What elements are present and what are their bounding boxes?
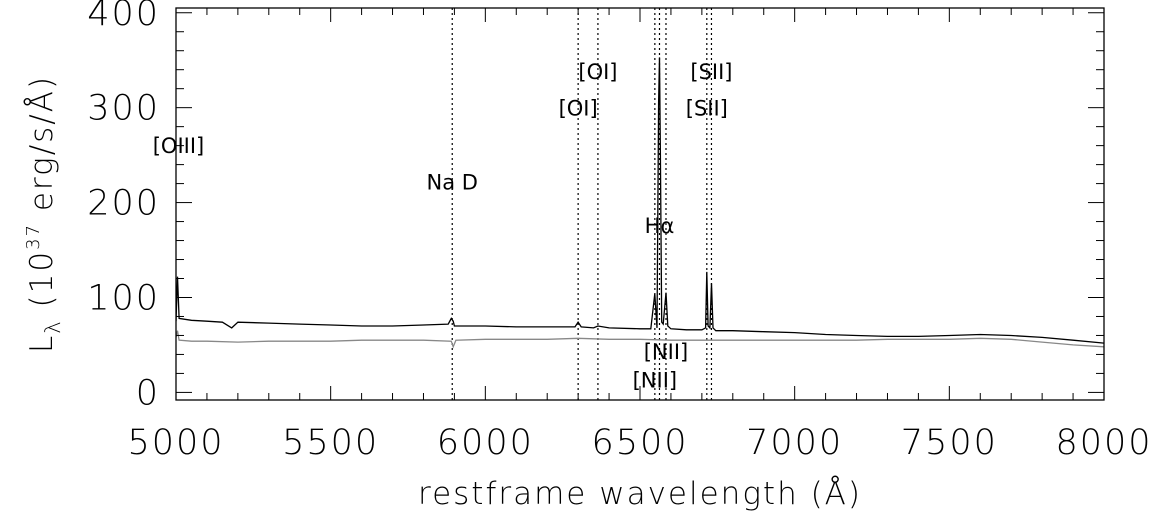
line-label: Na D [427, 170, 478, 194]
axis-ticks [175, 8, 1105, 400]
spectrum-series [176, 57, 1104, 349]
spectrum-line-2 [176, 330, 1104, 349]
x-tick-label: 5000 [127, 423, 224, 463]
line-label: [OIII] [153, 134, 205, 158]
y-tick-label: 100 [87, 278, 160, 318]
y-tick-label: 200 [87, 184, 160, 224]
x-tick-label: 6000 [437, 423, 534, 463]
y-tick-label: 300 [87, 89, 160, 129]
y-tick-label: 400 [87, 0, 160, 34]
line-label: [OI] [578, 60, 617, 84]
x-tick-label: 7000 [746, 423, 843, 463]
line-label: Hα [645, 214, 675, 238]
spectrum-line-1 [176, 57, 1104, 344]
x-tick-label: 6500 [591, 423, 688, 463]
line-label: [SII] [686, 96, 728, 120]
x-tick-label: 7500 [901, 423, 998, 463]
tick-labels: 5000 5500 6000 6500 7000 7500 8000 0 100 200 300 40… [87, 0, 1152, 463]
x-tick-label: 8000 [1055, 423, 1152, 463]
y-axis-title: Lλ (1037 erg/s/Å) [23, 75, 65, 353]
line-label: [OI] [559, 96, 598, 120]
y-tick-label: 0 [136, 373, 160, 413]
x-tick-label: 5500 [282, 423, 379, 463]
plot-frame [175, 7, 1105, 401]
line-label: [SII] [690, 60, 732, 84]
line-label: [NII] [644, 340, 688, 364]
line-label: [NII] [633, 369, 677, 393]
line-annotations: [OIII] Na D [OI] [OI] [NII] Hα [NII] [SII] [SII] [153, 60, 733, 392]
x-axis-title: restframe wavelength (Å) [418, 475, 862, 512]
